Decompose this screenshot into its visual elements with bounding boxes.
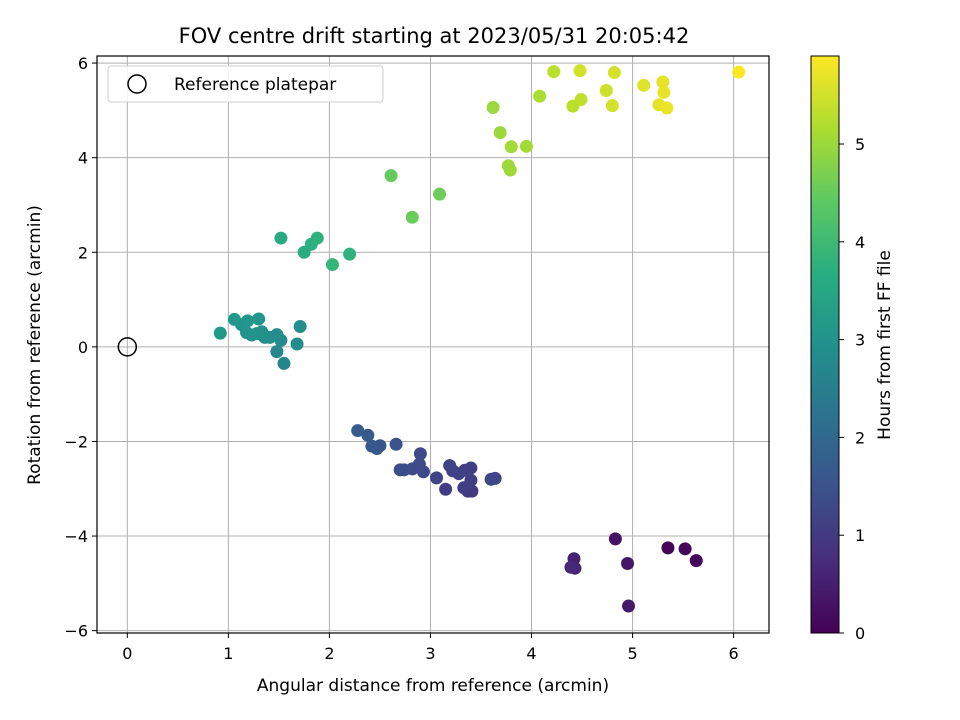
- data-point: [443, 459, 457, 473]
- data-point: [607, 66, 621, 80]
- data-point: [293, 320, 307, 334]
- scatter-points: [213, 64, 746, 613]
- data-point: [270, 345, 284, 359]
- legend-marker-reference: [127, 74, 147, 94]
- data-point: [488, 471, 502, 485]
- plot-background: [97, 56, 769, 633]
- y-tick-label: −4: [64, 527, 88, 546]
- data-point: [574, 93, 588, 107]
- data-point: [547, 65, 561, 79]
- plot-area: [96, 55, 770, 634]
- data-point: [493, 126, 507, 140]
- data-point: [657, 85, 671, 99]
- y-axis-ticks: −6 −4 −2 0 2 4 6: [64, 54, 97, 641]
- data-point: [439, 482, 453, 496]
- data-point: [689, 554, 703, 568]
- data-point: [621, 556, 635, 570]
- y-tick-label: −2: [64, 432, 88, 451]
- data-point: [519, 139, 533, 153]
- x-tick-label: 5: [627, 644, 637, 663]
- data-point: [599, 84, 613, 98]
- data-point: [732, 65, 746, 79]
- data-point: [213, 326, 227, 340]
- x-axis-label: Angular distance from reference (arcmin): [257, 676, 609, 696]
- x-tick-label: 2: [324, 644, 334, 663]
- data-point: [241, 314, 255, 328]
- legend: Reference platepar: [107, 65, 384, 103]
- colorbar-tick-label: 1: [855, 526, 865, 545]
- data-point: [660, 101, 674, 115]
- data-point: [573, 64, 587, 78]
- data-point: [464, 473, 478, 487]
- y-axis-label: Rotation from reference (arcmin): [25, 205, 45, 485]
- data-point: [486, 101, 500, 115]
- grid: [97, 56, 769, 633]
- colorbar-tick-label: 0: [855, 624, 865, 643]
- x-tick-label: 0: [122, 644, 132, 663]
- data-point: [637, 78, 651, 92]
- legend-box: [107, 65, 384, 103]
- data-point: [564, 560, 578, 574]
- data-point: [503, 163, 517, 177]
- data-point: [343, 247, 357, 261]
- data-point: [433, 187, 447, 201]
- data-point: [361, 428, 375, 442]
- data-point: [608, 532, 622, 546]
- x-tick-label: 3: [425, 644, 435, 663]
- data-point: [277, 356, 291, 370]
- data-point: [227, 312, 241, 326]
- colorbar: 0 1 2 3 4 5 Hours from first FF file: [810, 55, 895, 643]
- data-point: [393, 463, 407, 477]
- data-point: [365, 439, 379, 453]
- data-point: [413, 447, 427, 461]
- colorbar-tick-label: 4: [855, 233, 865, 252]
- colorbar-tick-label: 5: [855, 135, 865, 154]
- y-tick-label: −6: [64, 622, 88, 641]
- y-tick-label: 4: [78, 149, 88, 168]
- chart-title: FOV centre drift starting at 2023/05/31 …: [179, 24, 690, 48]
- x-tick-label: 4: [526, 644, 536, 663]
- data-point: [605, 99, 619, 113]
- data-point: [389, 437, 403, 451]
- legend-label-reference: Reference platepar: [174, 75, 336, 95]
- data-point: [430, 471, 444, 485]
- data-point: [351, 424, 365, 438]
- x-tick-label: 6: [729, 644, 739, 663]
- colorbar-label: Hours from first FF file: [875, 250, 895, 440]
- data-point: [656, 75, 670, 89]
- colorbar-ticks: 0 1 2 3 4 5: [839, 135, 865, 643]
- data-point: [274, 231, 288, 245]
- data-point: [678, 542, 692, 556]
- colorbar-gradient: [810, 55, 840, 634]
- data-point: [661, 541, 675, 555]
- data-point: [622, 599, 636, 613]
- data-point: [290, 337, 304, 351]
- plot-frame: [96, 55, 770, 634]
- reference-platepar-marker: [117, 337, 138, 357]
- data-point: [533, 89, 547, 103]
- colorbar-tick-label: 3: [855, 331, 865, 350]
- x-tick-label: 1: [223, 644, 233, 663]
- y-tick-label: 2: [78, 243, 88, 262]
- x-axis-ticks: 0 1 2 3 4 5 6: [122, 633, 739, 663]
- y-tick-label: 6: [78, 54, 88, 73]
- data-point: [384, 169, 398, 183]
- data-point: [252, 312, 266, 326]
- colorbar-tick-label: 2: [855, 428, 865, 447]
- data-point: [504, 140, 518, 154]
- y-tick-label: 0: [78, 338, 88, 357]
- data-point: [310, 231, 324, 245]
- data-point: [325, 258, 339, 272]
- data-point: [405, 210, 419, 224]
